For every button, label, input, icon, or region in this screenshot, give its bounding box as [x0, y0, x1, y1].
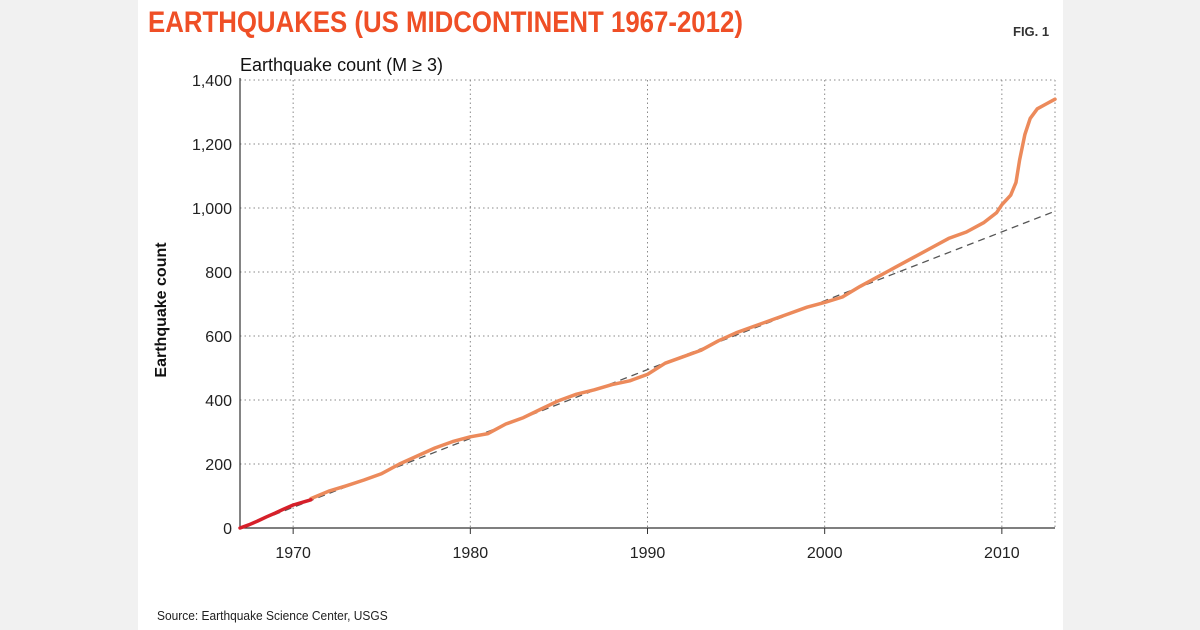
grid-lines [240, 79, 1056, 528]
x-tick-label: 2010 [984, 545, 1020, 562]
figure-label: FIG. 1 [1013, 24, 1050, 39]
y-tick-label: 200 [205, 457, 232, 474]
x-tick-label: 1980 [453, 545, 489, 562]
chart-title: EARTHQUAKES (US MIDCONTINENT 1967-2012) [148, 6, 743, 39]
x-tick-label: 1990 [630, 545, 666, 562]
source-note: Source: Earthquake Science Center, USGS [157, 608, 388, 623]
y-tick-label: 1,000 [192, 201, 232, 218]
y-tick-label: 1,200 [192, 137, 232, 154]
series-line [309, 97, 1057, 501]
y-tick-label: 600 [205, 329, 232, 346]
series-group [238, 97, 1057, 530]
y-tick-label: 800 [205, 265, 232, 282]
chart-axes [239, 78, 1055, 534]
y-axis-label: Earthquake count [153, 242, 170, 378]
y-tick-label: 400 [205, 393, 232, 410]
x-tick-label: 2000 [807, 545, 843, 562]
y-tick-label: 1,400 [192, 73, 232, 90]
y-tick-label: 0 [223, 521, 232, 538]
chart-subtitle: Earthquake count (M ≥ 3) [240, 55, 443, 75]
series-line [238, 498, 313, 530]
chart-card [138, 0, 1063, 630]
x-tick-labels: 1970 1980 1990 2000 2010 [275, 545, 1019, 562]
y-tick-labels: 0 200 400 600 800 1,000 1,200 1,400 [192, 73, 232, 538]
x-tick-label: 1970 [275, 545, 311, 562]
